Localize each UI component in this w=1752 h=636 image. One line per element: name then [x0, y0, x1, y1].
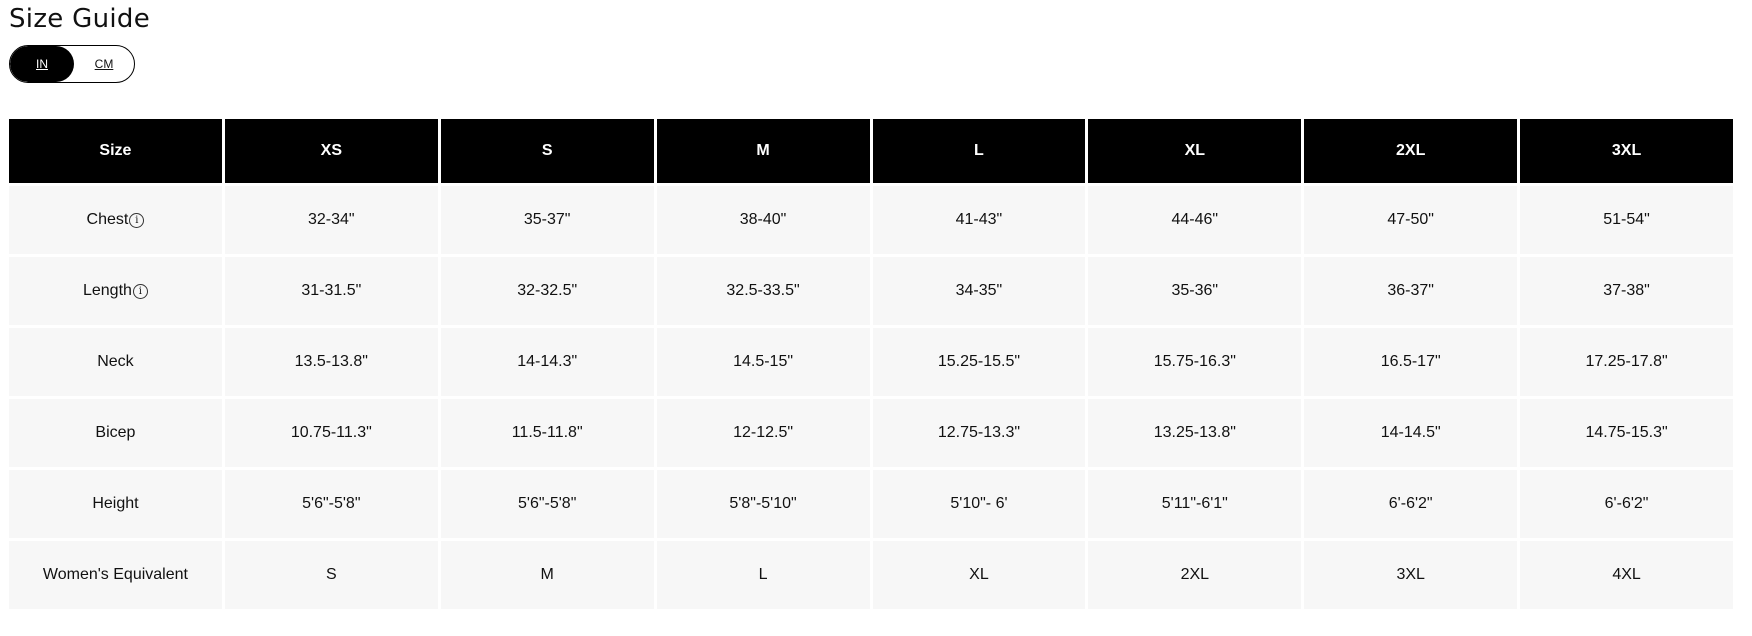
table-cell: 32-34"	[224, 186, 438, 254]
table-cell: 31-31.5"	[224, 257, 438, 325]
table-cell: 41-43"	[872, 186, 1086, 254]
table-cell: 12.75-13.3"	[872, 399, 1086, 467]
table-cell: 37-38"	[1520, 257, 1733, 325]
table-cell: 51-54"	[1520, 186, 1733, 254]
info-icon[interactable]: i	[129, 213, 145, 228]
table-cell: 5'11"-6'1"	[1088, 470, 1302, 538]
table-cell: 15.25-15.5"	[872, 328, 1086, 396]
column-header: S	[440, 119, 654, 183]
table-row: Neck 13.5-13.8" 14-14.3" 14.5-15" 15.25-15.5…	[9, 328, 1733, 396]
row-label-text: Chest	[86, 211, 129, 228]
table-cell: 6'-6'2"	[1520, 470, 1733, 538]
table-row: Height 5'6"-5'8" 5'6"-5'8" 5'8"-5'10" 5'10"-…	[9, 470, 1733, 538]
table-cell: 14.75-15.3"	[1520, 399, 1733, 467]
table-cell: 14.5-15"	[656, 328, 870, 396]
table-row: Chest i 32-34" 35-37" 38-40" 41-43" 44-46" 47-5…	[9, 186, 1733, 254]
table-row: Women's Equivalent S M L XL 2XL 3XL 4XL	[9, 541, 1733, 609]
row-label-text: Neck	[97, 353, 134, 370]
column-header: 2XL	[1304, 119, 1518, 183]
table-cell: 32-32.5"	[440, 257, 654, 325]
table-cell: 2XL	[1088, 541, 1302, 609]
column-header: XS	[224, 119, 438, 183]
row-label: Neck	[9, 328, 222, 396]
row-label: Bicep	[9, 399, 222, 467]
table-cell: 32.5-33.5"	[656, 257, 870, 325]
table-cell: 11.5-11.8"	[440, 399, 654, 467]
table-row: Bicep 10.75-11.3" 11.5-11.8" 12-12.5" 12.75-…	[9, 399, 1733, 467]
table-cell: 34-35"	[872, 257, 1086, 325]
table-cell: 14-14.5"	[1304, 399, 1518, 467]
table-cell: 47-50"	[1304, 186, 1518, 254]
table-cell: 4XL	[1520, 541, 1733, 609]
table-cell: 14-14.3"	[440, 328, 654, 396]
page-title: Size Guide	[9, 4, 150, 34]
table-header-row: Size XS S M L XL 2XL 3XL	[9, 119, 1733, 183]
table-cell: XL	[872, 541, 1086, 609]
row-label: Length i	[9, 257, 222, 325]
table-cell: 17.25-17.8"	[1520, 328, 1733, 396]
column-header: L	[872, 119, 1086, 183]
size-table: Size XS S M L XL 2XL 3XL Chest i 32-34" 35-37" 38-4…	[6, 116, 1736, 612]
table-cell: 5'6"-5'8"	[224, 470, 438, 538]
row-label: Height	[9, 470, 222, 538]
table-cell: 16.5-17"	[1304, 328, 1518, 396]
table-cell: 38-40"	[656, 186, 870, 254]
row-label-text: Length	[82, 282, 132, 299]
column-header: XL	[1088, 119, 1302, 183]
column-header: M	[656, 119, 870, 183]
table-cell: 35-37"	[440, 186, 654, 254]
row-label: Chest i	[9, 186, 222, 254]
row-label: Women's Equivalent	[9, 541, 222, 609]
unit-in-button[interactable]: IN	[10, 46, 74, 82]
table-cell: S	[224, 541, 438, 609]
table-cell: 6'-6'2"	[1304, 470, 1518, 538]
table-cell: L	[656, 541, 870, 609]
table-cell: 15.75-16.3"	[1088, 328, 1302, 396]
unit-toggle[interactable]: IN CM	[9, 45, 135, 83]
table-cell: 13.25-13.8"	[1088, 399, 1302, 467]
table-cell: 44-46"	[1088, 186, 1302, 254]
row-label-text: Women's Equivalent	[42, 566, 188, 583]
table-cell: 13.5-13.8"	[224, 328, 438, 396]
table-cell: 5'10"- 6'	[872, 470, 1086, 538]
table-cell: M	[440, 541, 654, 609]
unit-cm-button[interactable]: CM	[94, 57, 114, 71]
table-cell: 36-37"	[1304, 257, 1518, 325]
table-cell: 5'6"-5'8"	[440, 470, 654, 538]
row-label-text: Height	[92, 495, 139, 512]
table-row: Length i 31-31.5" 32-32.5" 32.5-33.5" 34-35" 3…	[9, 257, 1733, 325]
table-cell: 3XL	[1304, 541, 1518, 609]
column-header: 3XL	[1520, 119, 1733, 183]
table-cell: 12-12.5"	[656, 399, 870, 467]
row-label-text: Bicep	[95, 424, 136, 441]
table-cell: 5'8"-5'10"	[656, 470, 870, 538]
column-header: Size	[9, 119, 222, 183]
info-icon[interactable]: i	[132, 284, 148, 299]
table-cell: 35-36"	[1088, 257, 1302, 325]
table-cell: 10.75-11.3"	[224, 399, 438, 467]
